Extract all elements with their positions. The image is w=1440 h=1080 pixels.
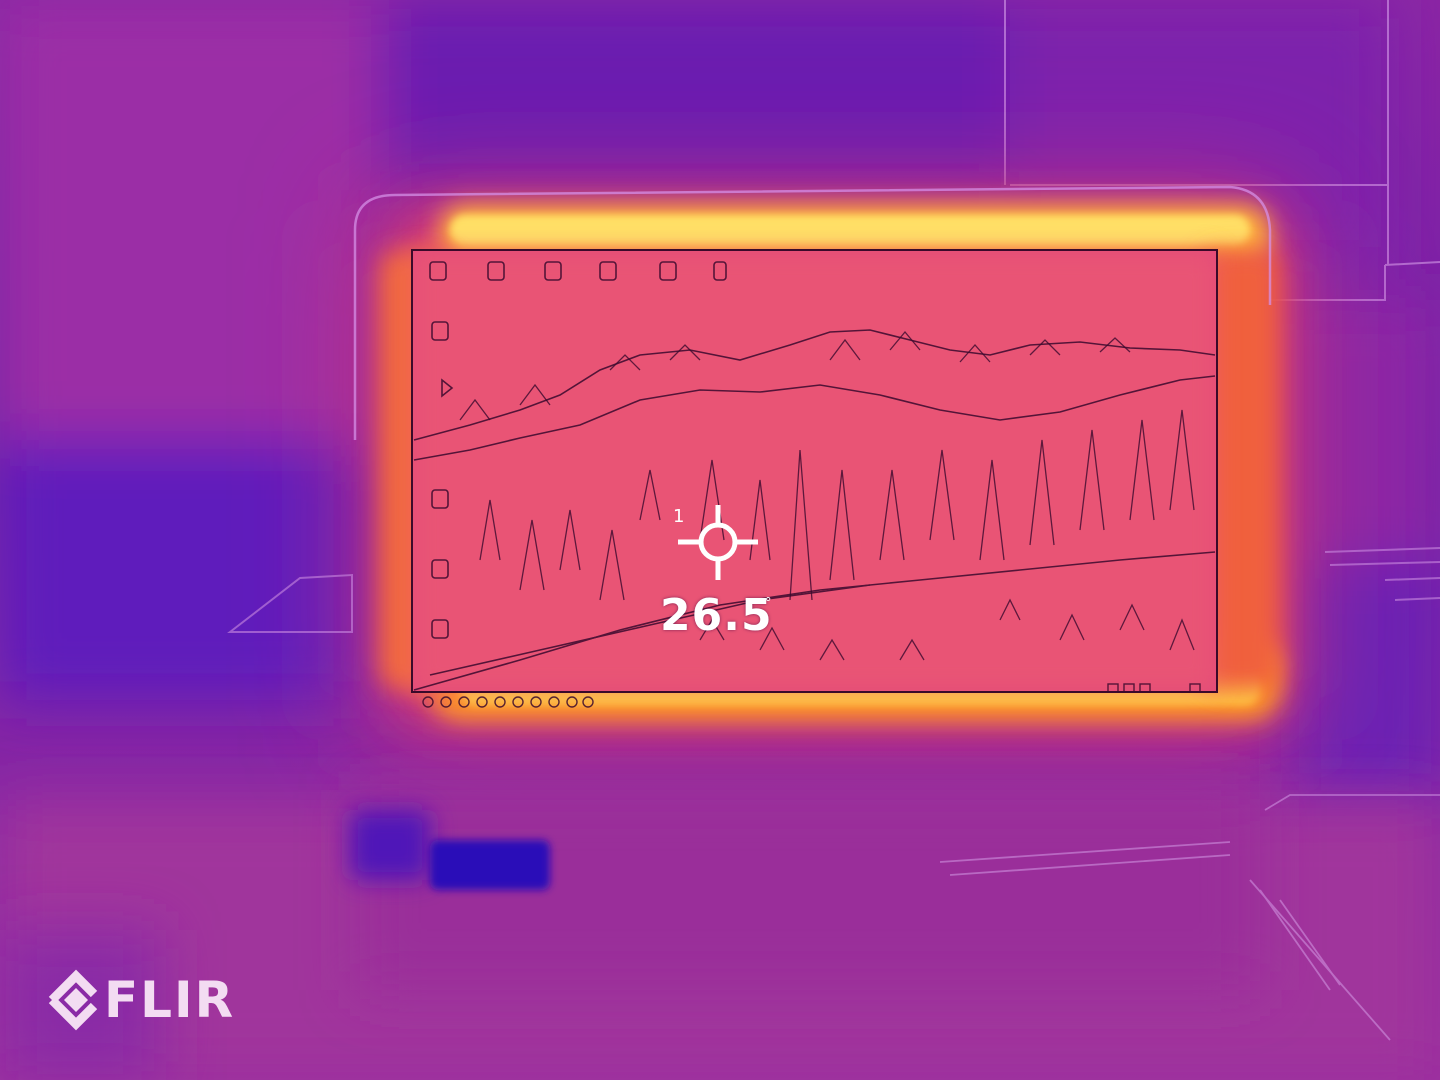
keyboard-edges — [939, 794, 1440, 1041]
taskbar-edges — [422, 683, 1201, 708]
wall-edges — [1004, 0, 1440, 301]
forest-texture — [459, 330, 1195, 661]
screen — [411, 249, 1218, 693]
keyboard-deck — [0, 790, 1440, 1080]
wall-regions — [0, 0, 1440, 800]
wallpaper-edges — [413, 329, 1216, 691]
laptop-lid-outline — [353, 185, 1272, 440]
desktop-icons — [429, 261, 727, 639]
side-objects — [227, 547, 1440, 633]
